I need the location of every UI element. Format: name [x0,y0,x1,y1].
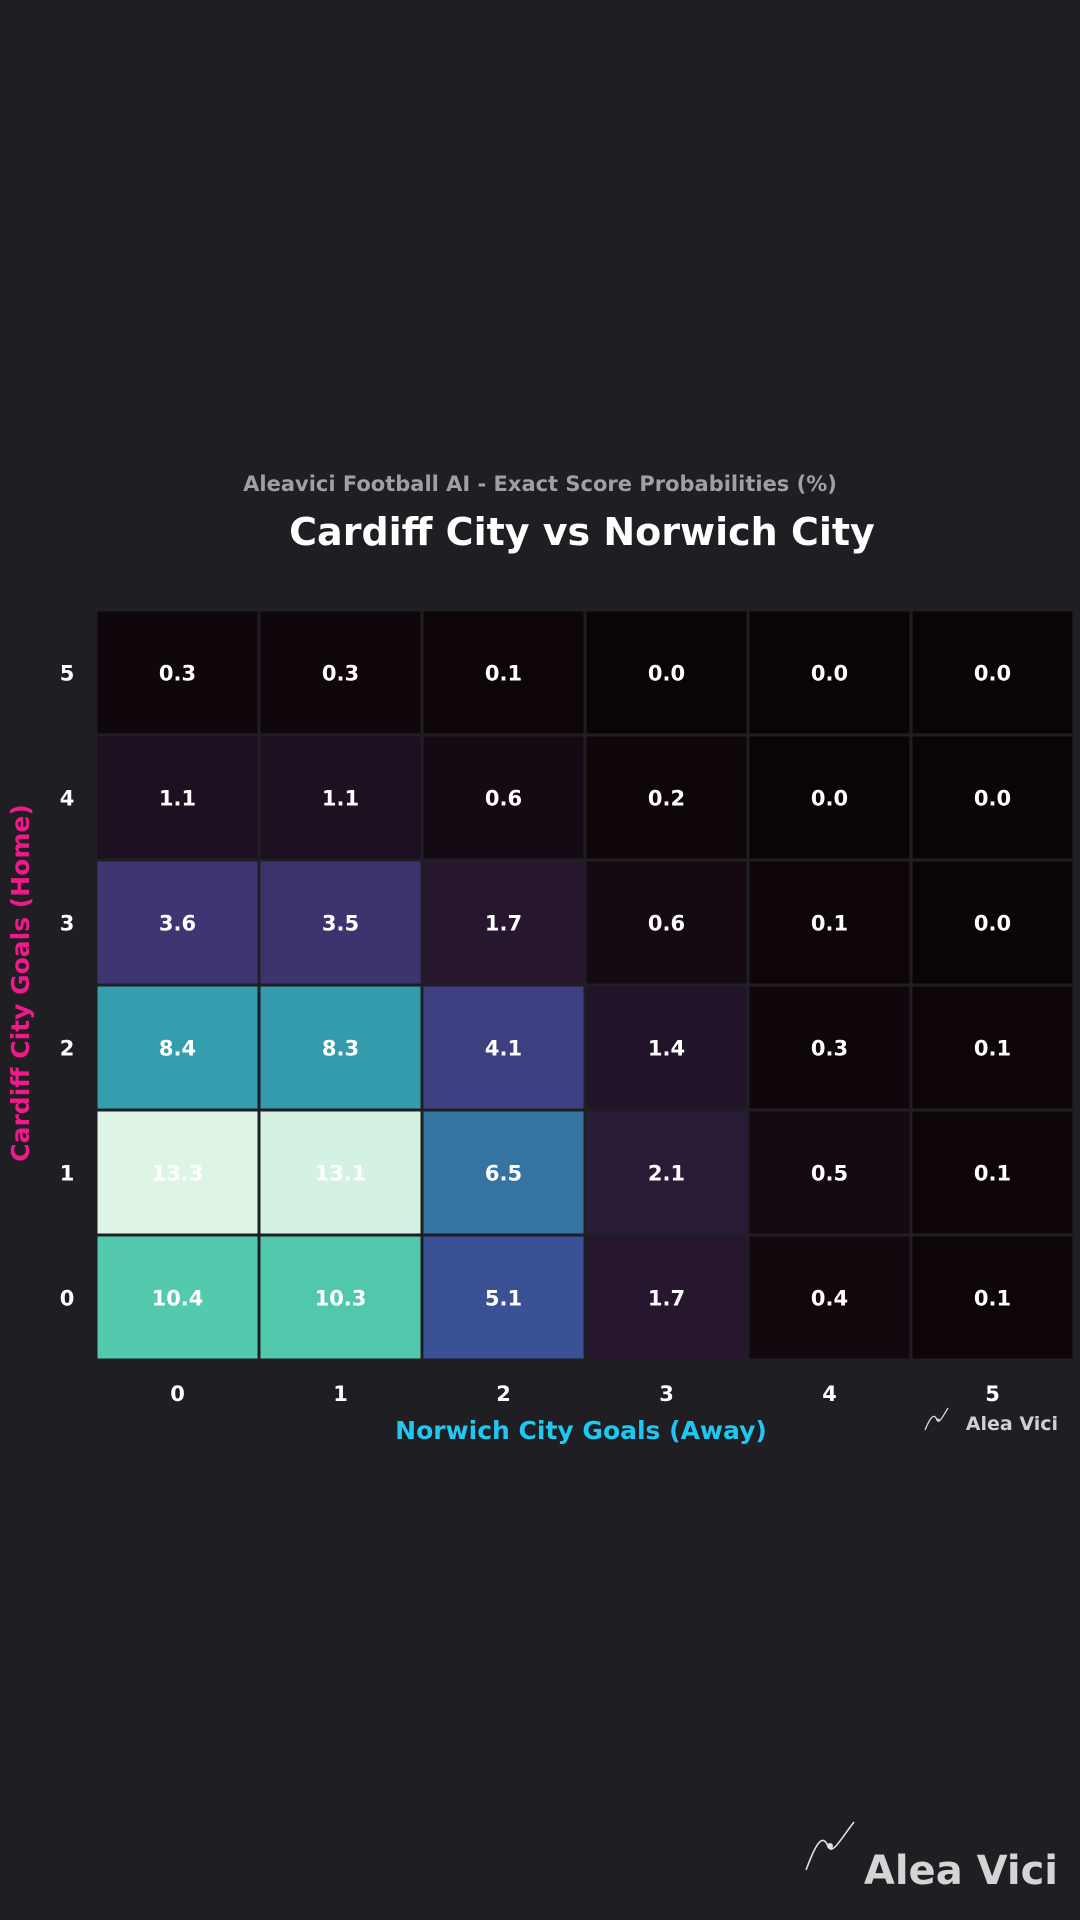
heatmap-cell [583,983,750,1112]
aleavici-logo-icon [924,1407,949,1431]
small-watermark-text: Alea Vici [966,1413,1058,1435]
cell-value-label: 4.1 [485,1037,522,1061]
y-axis-label: Cardiff City Goals (Home) [6,804,35,1162]
cell-value-label: 1.4 [648,1037,685,1061]
cell-value-label: 0.0 [648,662,685,686]
aleavici-large-logo-dot-icon [827,1843,833,1849]
cell-value-label: 8.4 [159,1037,196,1061]
x-tick-labels: 0 1 2 3 4 5 [170,1382,1000,1406]
y-tick-label: 2 [60,1037,75,1061]
large-watermark-text: Alea Vici [864,1848,1058,1894]
cell-value-label: 0.0 [974,787,1011,811]
chart-title: Cardiff City vs Norwich City [289,510,875,554]
cell-value-label: 0.1 [811,912,848,936]
heatmap-cell [909,1233,1076,1362]
heatmap-cell [746,608,913,737]
cell-value-label: 0.0 [974,662,1011,686]
cell-value-label: 0.0 [974,912,1011,936]
cell-value-label: 0.4 [811,1287,848,1311]
heatmap-cell [746,733,913,862]
x-tick-label: 2 [496,1382,511,1406]
x-tick-label: 5 [985,1382,1000,1406]
y-tick-label: 1 [60,1162,75,1186]
x-tick-label: 3 [659,1382,674,1406]
cell-value-label: 3.6 [159,912,196,936]
heatmap-cell [909,983,1076,1112]
cell-value-label: 0.0 [811,662,848,686]
heatmap-cell [420,858,587,987]
y-tick-label: 3 [60,912,75,936]
cell-value-label: 0.1 [974,1037,1011,1061]
x-axis-label: Norwich City Goals (Away) [395,1416,767,1445]
cell-value-label: 0.2 [648,787,685,811]
cell-value-label: 2.1 [648,1162,685,1186]
heatmap-cell [94,858,261,987]
x-tick-label: 0 [170,1382,185,1406]
heatmap-cell [583,1108,750,1237]
cell-value-label: 5.1 [485,1287,522,1311]
heatmap-cells: 10.4 10.3 5.1 1.7 0.4 0.1 13.3 13.1 6.5 2.1 0.5 0.1… [94,608,1076,1362]
cell-value-label: 0.0 [811,787,848,811]
heatmap-cell [94,733,261,862]
heatmap-cell [94,1108,261,1237]
heatmap-cell [257,1233,424,1362]
cell-value-label: 10.4 [152,1287,204,1311]
cell-value-label: 3.5 [322,912,359,936]
heatmap-cell [909,733,1076,862]
chart-subtitle: Aleavici Football AI - Exact Score Proba… [243,472,837,496]
small-watermark: Alea Vici [924,1407,1058,1435]
cell-value-label: 0.6 [648,912,685,936]
large-watermark: Alea Vici [805,1821,1058,1894]
heatmap-cell [746,983,913,1112]
heatmap-cell [94,1233,261,1362]
heatmap-cell [420,1108,587,1237]
cell-value-label: 0.1 [974,1287,1011,1311]
cell-value-label: 0.3 [811,1037,848,1061]
cell-value-label: 0.3 [159,662,196,686]
heatmap-cell [909,608,1076,737]
y-tick-label: 5 [60,662,75,686]
heatmap-cell [746,858,913,987]
cell-value-label: 8.3 [322,1037,359,1061]
cell-value-label: 1.7 [485,912,522,936]
heatmap-cell [746,1233,913,1362]
heatmap-cell [583,608,750,737]
cell-value-label: 6.5 [485,1162,522,1186]
cell-value-label: 1.1 [322,787,359,811]
heatmap-cell [257,1108,424,1237]
aleavici-logo-dot-icon [936,1418,940,1422]
cell-value-label: 1.7 [648,1287,685,1311]
cell-value-label: 0.1 [974,1162,1011,1186]
cell-value-label: 13.3 [152,1162,204,1186]
heatmap-cell [94,983,261,1112]
cell-value-label: 0.5 [811,1162,848,1186]
x-tick-label: 1 [333,1382,348,1406]
cell-value-label: 0.3 [322,662,359,686]
cell-value-label: 0.1 [485,662,522,686]
heatmap-cell [909,1108,1076,1237]
cell-value-label: 1.1 [159,787,196,811]
y-tick-labels: 0 1 2 3 4 5 [60,662,75,1311]
heatmap-cell [583,733,750,862]
cell-value-label: 13.1 [315,1162,367,1186]
cell-value-label: 0.6 [485,787,522,811]
y-tick-label: 0 [60,1287,75,1311]
heatmap-cell [257,858,424,987]
cell-value-label: 10.3 [315,1287,367,1311]
heatmap-cell [909,858,1076,987]
y-tick-label: 4 [60,787,75,811]
heatmap-cell [94,608,261,737]
x-tick-label: 4 [822,1382,837,1406]
heatmap-cell [420,733,587,862]
